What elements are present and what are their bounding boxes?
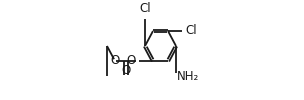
- Text: O: O: [121, 64, 131, 76]
- Text: O: O: [110, 55, 120, 68]
- Text: O: O: [127, 55, 136, 68]
- Text: Cl: Cl: [139, 2, 151, 14]
- Text: Cl: Cl: [185, 24, 197, 38]
- Text: NH₂: NH₂: [177, 70, 199, 84]
